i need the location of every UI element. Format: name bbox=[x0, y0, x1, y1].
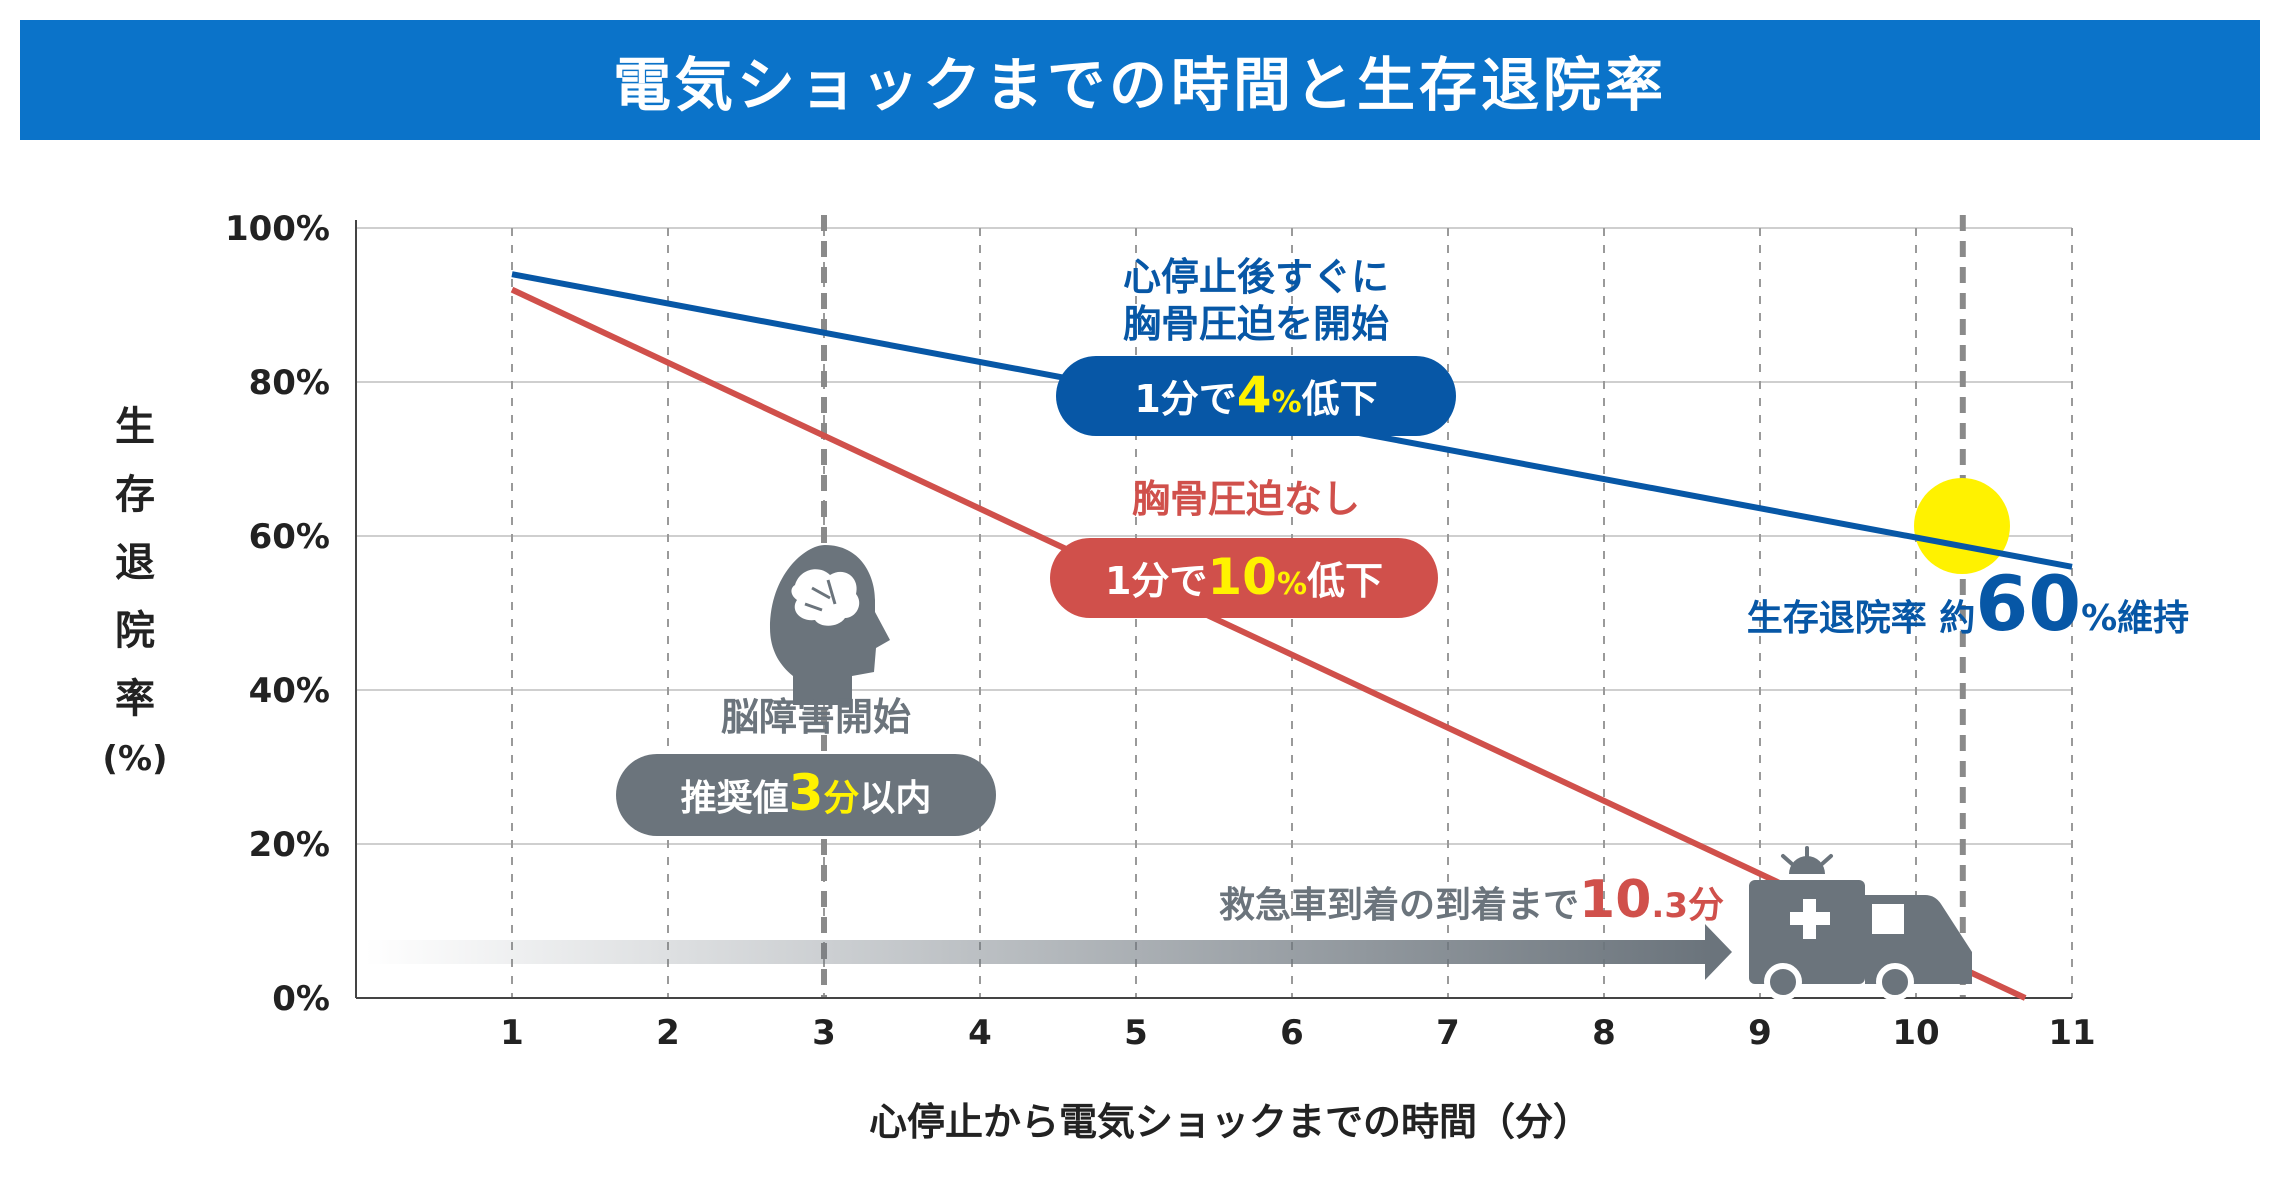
y-axis-label-char: 率 bbox=[115, 676, 155, 722]
brain-rec-pre: 推奨値 bbox=[681, 778, 789, 819]
y-axis-label-char: 院 bbox=[115, 608, 155, 654]
brain-rec-post: 以内 bbox=[859, 778, 931, 819]
y-tick-label: 60% bbox=[249, 517, 330, 557]
brain-rec-text: 推奨値3分以内 bbox=[681, 764, 932, 822]
y-tick-labels: 0% 20% 40% 60% 80% 100% bbox=[225, 209, 330, 1019]
ambulance-unit: 分 bbox=[1688, 885, 1724, 926]
cpr-rate-num: 4 bbox=[1237, 366, 1272, 424]
x-tick-label: 11 bbox=[2048, 1013, 2095, 1053]
brain-rec-num: 3 bbox=[789, 764, 824, 822]
x-tick-label: 9 bbox=[1748, 1013, 1772, 1053]
y-tick-label: 20% bbox=[249, 825, 330, 865]
brain-rec-pill bbox=[616, 754, 996, 836]
series-line-1 bbox=[510, 286, 2027, 1001]
cpr-title-line2: 胸骨圧迫を開始 bbox=[1123, 302, 1389, 346]
y-axis-label-char: 生 bbox=[115, 404, 155, 450]
brain-rec-unit: 分 bbox=[823, 778, 859, 819]
nocpr-rate-unit: % bbox=[1277, 567, 1307, 602]
y-tick-label: 0% bbox=[272, 979, 330, 1019]
x-tick-label: 10 bbox=[1892, 1013, 1939, 1053]
x-tick-label: 3 bbox=[812, 1013, 836, 1053]
y-tick-label: 80% bbox=[249, 363, 330, 403]
x-tick-label: 1 bbox=[500, 1013, 524, 1053]
nocpr-rate-pre: 1分で bbox=[1105, 559, 1207, 603]
x-tick-label: 2 bbox=[656, 1013, 680, 1053]
x-tick-label: 8 bbox=[1592, 1013, 1616, 1053]
x-axis-label: 心停止から電気ショックまでの時間（分） bbox=[869, 1100, 1591, 1144]
y-axis-unit: (%) bbox=[102, 739, 167, 779]
y-tick-label: 100% bbox=[225, 209, 330, 249]
nocpr-rate-pill bbox=[1050, 538, 1438, 618]
cpr-rate-unit: % bbox=[1272, 385, 1302, 420]
x-tick-label: 7 bbox=[1436, 1013, 1460, 1053]
y-axis-label-char: 退 bbox=[115, 540, 155, 586]
ambulance-icon bbox=[1749, 846, 1972, 1001]
cpr-title-line1: 心停止後すぐに bbox=[1123, 255, 1389, 299]
ambulance-dec: .3 bbox=[1651, 886, 1688, 926]
x-tick-label: 4 bbox=[968, 1013, 992, 1053]
cpr-rate-pill bbox=[1056, 356, 1456, 436]
y-axis-label-char: 存 bbox=[115, 472, 155, 518]
title-bar: 電気ショックまでの時間と生存退院率 bbox=[20, 20, 2260, 140]
ambulance-label: 救急車到着の到着まで bbox=[1219, 885, 1579, 926]
ambulance-arrow bbox=[365, 924, 1732, 980]
ambulance-text: 救急車到着の到着まで10.3分 bbox=[1219, 870, 1724, 930]
y-tick-label: 40% bbox=[249, 671, 330, 711]
nocpr-rate-text: 1分で10%低下 bbox=[1105, 548, 1383, 606]
brain-title: 脳障害開始 bbox=[721, 695, 911, 739]
x-tick-label: 5 bbox=[1124, 1013, 1148, 1053]
cpr-rate-pre: 1分で bbox=[1134, 377, 1236, 421]
ambulance-num: 10 bbox=[1579, 870, 1651, 930]
nocpr-rate-num: 10 bbox=[1207, 548, 1277, 606]
brain-head-icon bbox=[770, 545, 890, 705]
page-title: 電気ショックまでの時間と生存退院率 bbox=[612, 51, 1667, 119]
x-tick-label: 6 bbox=[1280, 1013, 1304, 1053]
survival-pre: 生存退院率 約 bbox=[1747, 598, 1976, 639]
nocpr-rate-post: 低下 bbox=[1307, 559, 1383, 603]
grid bbox=[356, 215, 2073, 998]
survival-text: 生存退院率 約60%維持 bbox=[1747, 559, 2189, 648]
x-tick-labels: 1 2 3 4 5 6 7 8 9 10 11 bbox=[500, 1013, 2096, 1053]
cpr-rate-post: 低下 bbox=[1302, 377, 1378, 421]
nocpr-title: 胸骨圧迫なし bbox=[1132, 477, 1360, 521]
survival-num: 60 bbox=[1975, 559, 2081, 648]
y-axis-label: 生存退院率 bbox=[115, 404, 155, 722]
cpr-rate-text: 1分で4%低下 bbox=[1134, 366, 1377, 424]
survival-post: %維持 bbox=[2081, 598, 2189, 639]
